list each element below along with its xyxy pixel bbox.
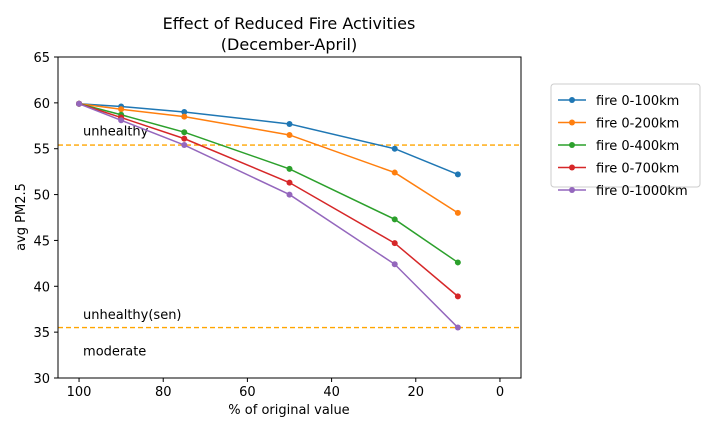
- x-tick-label-5: 0: [496, 385, 504, 400]
- legend-swatch-marker-3: [569, 164, 575, 171]
- y-tick-label-5: 55: [33, 143, 50, 158]
- x-tick-label-3: 40: [323, 385, 340, 400]
- data-point-3-4: [391, 240, 398, 247]
- data-point-4-3: [286, 191, 293, 198]
- chart-subtitle: (December-April): [221, 35, 357, 54]
- data-point-1-5: [454, 209, 461, 216]
- y-tick-label-6: 60: [33, 97, 50, 112]
- data-point-1-1: [118, 106, 125, 113]
- annotation-1: unhealthy(sen): [83, 308, 181, 323]
- data-point-2-3: [286, 165, 293, 172]
- data-point-0-3: [286, 120, 293, 127]
- data-point-1-2: [181, 113, 188, 120]
- x-tick-label-4: 20: [407, 385, 424, 400]
- legend-label-4: fire 0-1000km: [596, 184, 688, 199]
- annotation-2: moderate: [83, 344, 146, 359]
- legend-swatch-marker-1: [569, 119, 575, 126]
- series-line-0: [78, 103, 459, 176]
- legend-swatch-marker-0: [569, 97, 575, 103]
- y-tick-label-2: 40: [33, 280, 50, 295]
- annotation-0: unhealthy: [83, 124, 149, 139]
- x-tick-label-2: 60: [239, 385, 256, 400]
- plot-frame: [57, 56, 522, 379]
- data-point-0-5: [454, 171, 461, 178]
- data-point-4-2: [181, 142, 188, 149]
- series-line-4: [78, 103, 459, 329]
- legend-label-2: fire 0-400km: [596, 139, 679, 154]
- x-tick-label-1: 80: [155, 385, 172, 400]
- legend-swatch-marker-4: [569, 187, 575, 193]
- y-tick-label-0: 30: [33, 372, 50, 387]
- x-tick-label-0: 100: [67, 385, 92, 400]
- data-point-2-5: [454, 259, 461, 266]
- legend-label-0: fire 0-100km: [596, 94, 679, 109]
- series-line-3: [78, 103, 459, 297]
- data-point-2-2: [181, 129, 188, 136]
- data-point-4-4: [391, 261, 398, 268]
- legend-swatch-marker-2: [569, 142, 575, 148]
- data-point-3-5: [454, 293, 461, 300]
- data-point-0-4: [391, 145, 398, 152]
- data-point-4-5: [454, 324, 461, 331]
- data-point-4-1: [118, 117, 125, 124]
- data-point-3-2: [181, 135, 188, 142]
- legend-box: [550, 83, 701, 188]
- data-point-3-3: [286, 179, 293, 186]
- y-tick-label-3: 45: [33, 234, 50, 249]
- series-line-1: [78, 103, 459, 214]
- y-axis-label: avg PM2.5: [14, 183, 29, 251]
- series-line-2: [78, 103, 459, 264]
- chart-title: Effect of Reduced Fire Activities: [163, 14, 416, 33]
- data-point-1-3: [286, 131, 293, 138]
- y-tick-label-7: 65: [33, 51, 50, 66]
- legend-label-1: fire 0-200km: [596, 117, 679, 132]
- data-point-2-4: [391, 216, 398, 223]
- legend-label-3: fire 0-700km: [596, 162, 679, 177]
- y-tick-label-4: 50: [33, 189, 50, 204]
- data-point-4-0: [76, 100, 83, 107]
- data-point-0-2: [181, 109, 188, 116]
- x-axis-label: % of original value: [228, 403, 349, 418]
- y-tick-label-1: 35: [33, 326, 50, 341]
- data-point-1-4: [391, 169, 398, 176]
